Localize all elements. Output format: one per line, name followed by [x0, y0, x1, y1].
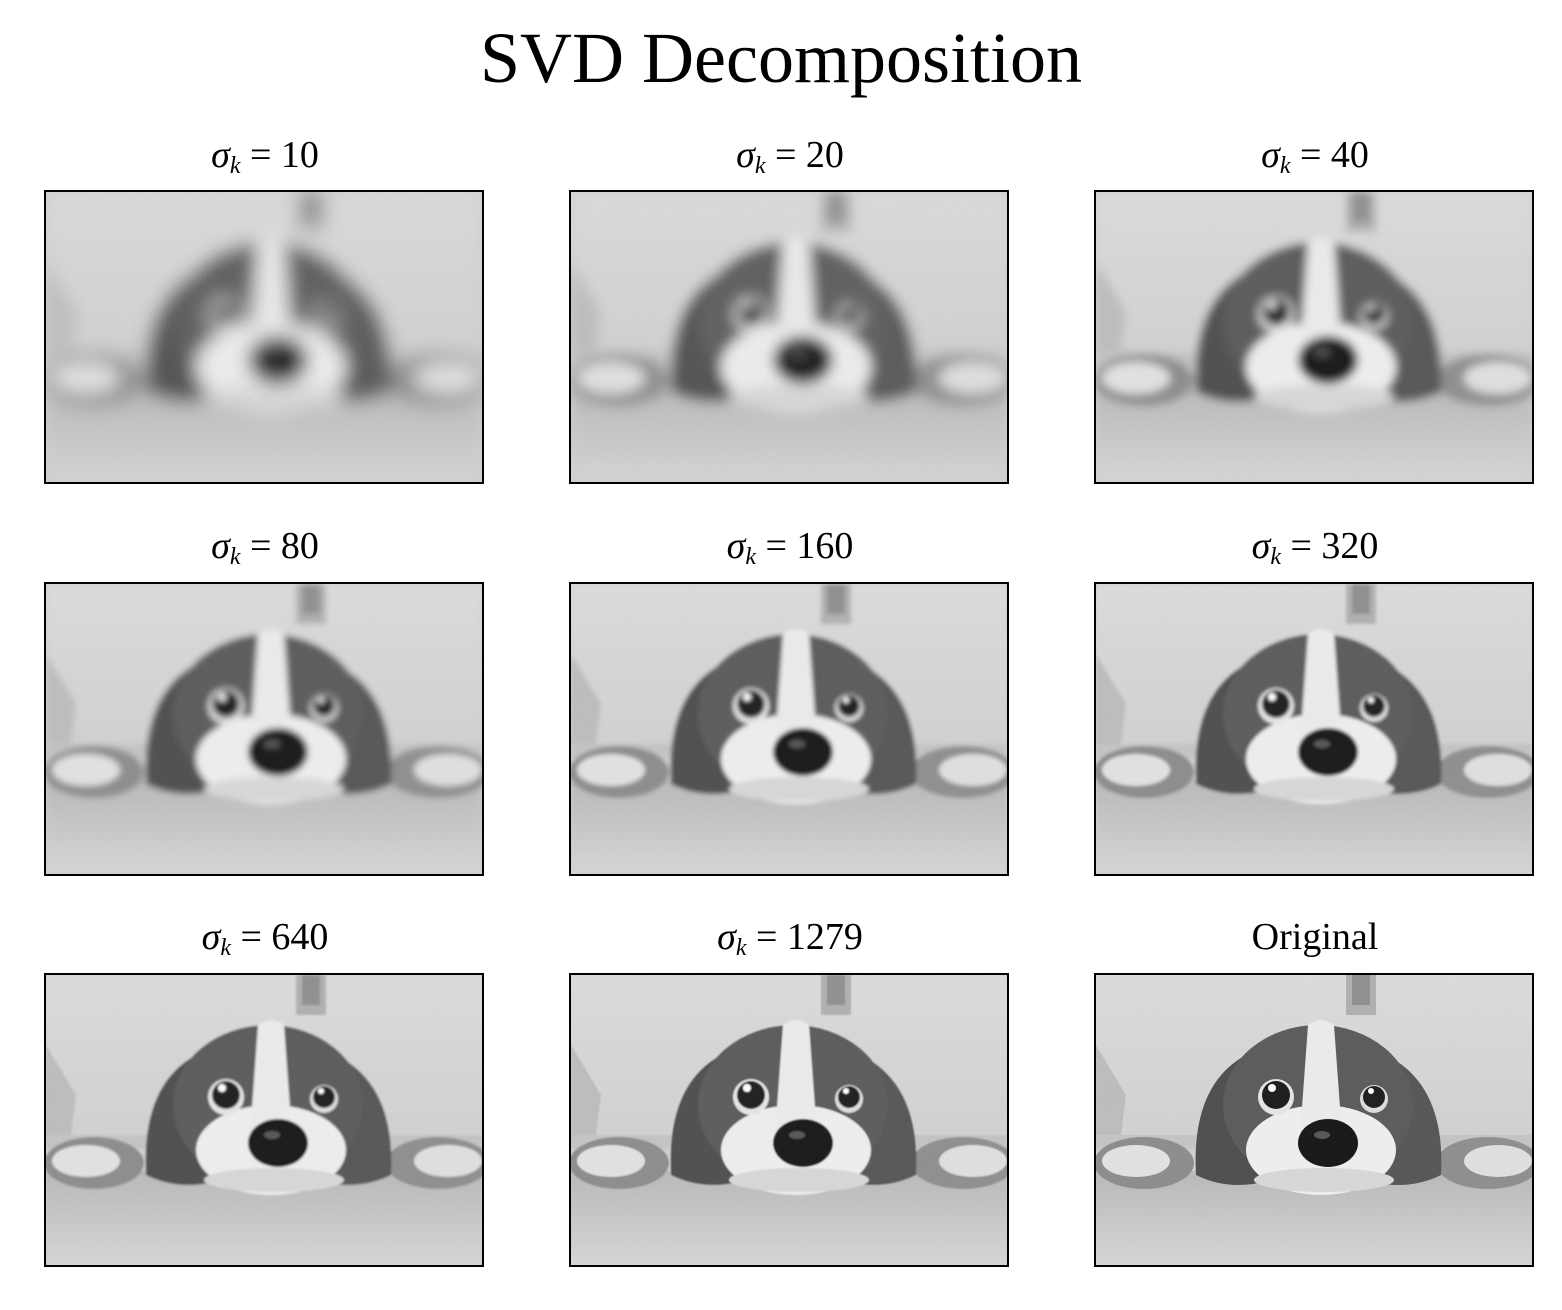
- dog-photo: [46, 975, 482, 1265]
- original-image: [1094, 973, 1534, 1267]
- rank-value: = 20: [765, 134, 844, 176]
- sigma-symbol: σ: [1261, 134, 1280, 176]
- sigma-symbol: σ: [211, 525, 230, 567]
- panel-title-original: Original: [1251, 916, 1379, 958]
- sigma-symbol: σ: [736, 134, 755, 176]
- dog-photo: [1096, 192, 1532, 482]
- rank-value: = 10: [240, 134, 319, 176]
- subscript: k: [1270, 544, 1281, 570]
- sigma-symbol: σ: [201, 916, 221, 958]
- dog-photo: [1096, 584, 1532, 874]
- svd-image-k20: [569, 190, 1009, 484]
- subscript: k: [754, 153, 766, 179]
- dog-photo: [46, 584, 482, 874]
- dog-photo: [1096, 975, 1532, 1265]
- rank-value: = 40: [1290, 134, 1369, 176]
- svd-image-k80: [44, 582, 484, 876]
- rank-value: = 320: [1280, 525, 1379, 567]
- rank-value: = 1279: [746, 916, 863, 958]
- subscript: k: [735, 935, 747, 961]
- dog-photo: [571, 975, 1007, 1265]
- panel-title-7: σk = 640: [45, 916, 485, 960]
- sigma-symbol: σ: [1251, 525, 1271, 567]
- panel-title-6: σk = 320: [1095, 525, 1535, 569]
- svd-image-k160: [569, 582, 1009, 876]
- sigma-symbol: σ: [211, 134, 230, 176]
- subscript: k: [229, 544, 241, 570]
- svd-image-k40: [1094, 190, 1534, 484]
- sigma-symbol: σ: [726, 525, 746, 567]
- figure-title: SVD Decomposition: [480, 18, 1082, 98]
- rank-value: = 160: [755, 525, 854, 567]
- subscript: k: [1279, 153, 1291, 179]
- sigma-symbol: σ: [717, 916, 736, 958]
- subscript: k: [745, 544, 756, 570]
- dog-photo: [46, 192, 482, 482]
- svd-image-k1279: [569, 973, 1009, 1267]
- panel-title-5: σk = 160: [570, 525, 1010, 569]
- panel-title-1: σk = 10: [45, 134, 485, 178]
- dog-photo: [571, 584, 1007, 874]
- panel-title-8: σk = 1279: [570, 916, 1010, 960]
- subscript: k: [220, 935, 231, 961]
- svd-image-k10: [44, 190, 484, 484]
- rank-value: = 640: [230, 916, 329, 958]
- subscript: k: [229, 153, 241, 179]
- svd-image-k640: [44, 973, 484, 1267]
- panel-title-2: σk = 20: [570, 134, 1010, 178]
- rank-value: = 80: [240, 525, 319, 567]
- svd-image-k320: [1094, 582, 1534, 876]
- panel-title-3: σk = 40: [1095, 134, 1535, 178]
- dog-photo: [571, 192, 1007, 482]
- panel-title-4: σk = 80: [45, 525, 485, 569]
